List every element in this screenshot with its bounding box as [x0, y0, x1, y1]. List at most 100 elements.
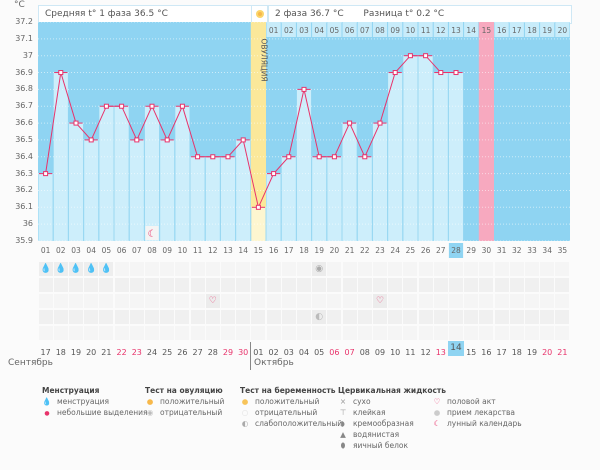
symptom-cell[interactable] — [509, 262, 524, 276]
symptom-cell[interactable] — [129, 278, 144, 292]
symptom-cell[interactable] — [494, 278, 509, 292]
symptom-cell[interactable] — [175, 310, 190, 324]
symptom-cell[interactable] — [540, 310, 555, 324]
symptom-cell[interactable] — [479, 294, 494, 308]
symptom-cell[interactable] — [357, 310, 372, 324]
symptom-cell[interactable] — [525, 310, 539, 324]
symptom-cell[interactable] — [403, 278, 418, 292]
symptom-cell[interactable] — [69, 326, 83, 340]
symptom-cell[interactable] — [509, 310, 524, 324]
symptom-cell[interactable] — [388, 262, 403, 276]
symptom-cell[interactable] — [373, 310, 387, 324]
symptom-cell[interactable] — [357, 294, 372, 308]
symptom-cell[interactable] — [38, 294, 53, 308]
symptom-cell[interactable] — [38, 310, 53, 324]
symptom-cell[interactable] — [251, 278, 266, 292]
symptom-cell[interactable] — [449, 326, 463, 340]
symptom-cell[interactable] — [418, 310, 433, 324]
symptom-cell[interactable] — [145, 294, 159, 308]
symptom-cell[interactable] — [205, 326, 220, 340]
symptom-cell[interactable] — [297, 326, 311, 340]
symptom-cell[interactable] — [145, 310, 159, 324]
heart-icon[interactable]: ♡ — [205, 294, 220, 308]
symptom-cell[interactable] — [449, 278, 463, 292]
symptom-cell[interactable] — [69, 310, 83, 324]
symptom-cell[interactable] — [53, 278, 68, 292]
symptom-cell[interactable] — [555, 326, 570, 340]
symptom-cell[interactable] — [327, 310, 342, 324]
symptom-cell[interactable] — [160, 294, 175, 308]
menstruation-icon[interactable]: 💧 — [69, 262, 83, 276]
symptom-cell[interactable] — [190, 278, 205, 292]
symptom-cell[interactable] — [221, 310, 235, 324]
symptom-cell[interactable] — [129, 294, 144, 308]
symptom-cell[interactable] — [464, 310, 479, 324]
symptom-cell[interactable] — [403, 310, 418, 324]
menstruation-icon[interactable]: 💧 — [38, 262, 53, 276]
symptom-cell[interactable] — [69, 278, 83, 292]
symptom-cell[interactable] — [373, 262, 387, 276]
symptom-cell[interactable] — [373, 326, 387, 340]
symptom-cell[interactable] — [84, 326, 99, 340]
symptom-cell[interactable] — [312, 326, 327, 340]
symptom-cell[interactable] — [433, 310, 448, 324]
symptom-cell[interactable] — [464, 278, 479, 292]
symptom-cell[interactable] — [175, 278, 190, 292]
symptom-cell[interactable] — [281, 310, 296, 324]
symptom-cell[interactable] — [114, 262, 129, 276]
symptom-cell[interactable] — [494, 294, 509, 308]
symptom-cell[interactable] — [84, 310, 99, 324]
symptom-cell[interactable] — [433, 326, 448, 340]
symptom-cell[interactable] — [129, 326, 144, 340]
symptom-cell[interactable] — [190, 294, 205, 308]
symptom-cell[interactable] — [297, 310, 311, 324]
symptom-cell[interactable] — [327, 294, 342, 308]
symptom-cell[interactable] — [357, 262, 372, 276]
symptom-cell[interactable] — [221, 262, 235, 276]
symptom-cell[interactable] — [205, 262, 220, 276]
symptom-cell[interactable] — [297, 262, 311, 276]
symptom-cell[interactable] — [84, 294, 99, 308]
symptom-cell[interactable] — [281, 326, 296, 340]
symptom-cell[interactable] — [525, 326, 539, 340]
symptom-cell[interactable] — [129, 310, 144, 324]
symptom-cell[interactable] — [479, 262, 494, 276]
symptom-cell[interactable] — [236, 262, 251, 276]
symptom-cell[interactable] — [373, 278, 387, 292]
symptom-cell[interactable] — [418, 326, 433, 340]
symptom-cell[interactable] — [266, 262, 281, 276]
symptom-cell[interactable] — [99, 294, 114, 308]
menstruation-icon[interactable]: 💧 — [84, 262, 99, 276]
symptom-cell[interactable] — [494, 310, 509, 324]
symptom-cell[interactable] — [403, 326, 418, 340]
symptom-cell[interactable] — [236, 326, 251, 340]
symptom-cell[interactable] — [297, 278, 311, 292]
symptom-cell[interactable] — [145, 278, 159, 292]
symptom-cell[interactable] — [388, 278, 403, 292]
symptom-cell[interactable] — [418, 278, 433, 292]
symptom-cell[interactable] — [114, 326, 129, 340]
symptom-cell[interactable] — [494, 262, 509, 276]
symptom-cell[interactable] — [190, 262, 205, 276]
symptom-cell[interactable] — [418, 262, 433, 276]
symptom-cell[interactable] — [509, 294, 524, 308]
symptom-cell[interactable] — [479, 278, 494, 292]
symptom-cell[interactable] — [327, 278, 342, 292]
symptom-cell[interactable] — [540, 326, 555, 340]
symptom-cell[interactable] — [540, 262, 555, 276]
symptom-cell[interactable] — [464, 294, 479, 308]
symptom-cell[interactable] — [114, 294, 129, 308]
symptom-cell[interactable] — [449, 310, 463, 324]
symptom-cell[interactable] — [525, 278, 539, 292]
symptom-cell[interactable] — [433, 262, 448, 276]
symptom-cell[interactable] — [236, 278, 251, 292]
symptom-cell[interactable] — [175, 294, 190, 308]
symptom-cell[interactable] — [205, 278, 220, 292]
symptom-cell[interactable] — [433, 278, 448, 292]
symptom-cell[interactable] — [266, 278, 281, 292]
symptom-cell[interactable] — [175, 326, 190, 340]
symptom-cell[interactable] — [297, 294, 311, 308]
symptom-cell[interactable] — [69, 294, 83, 308]
menstruation-icon[interactable]: 💧 — [53, 262, 68, 276]
symptom-cell[interactable] — [99, 278, 114, 292]
